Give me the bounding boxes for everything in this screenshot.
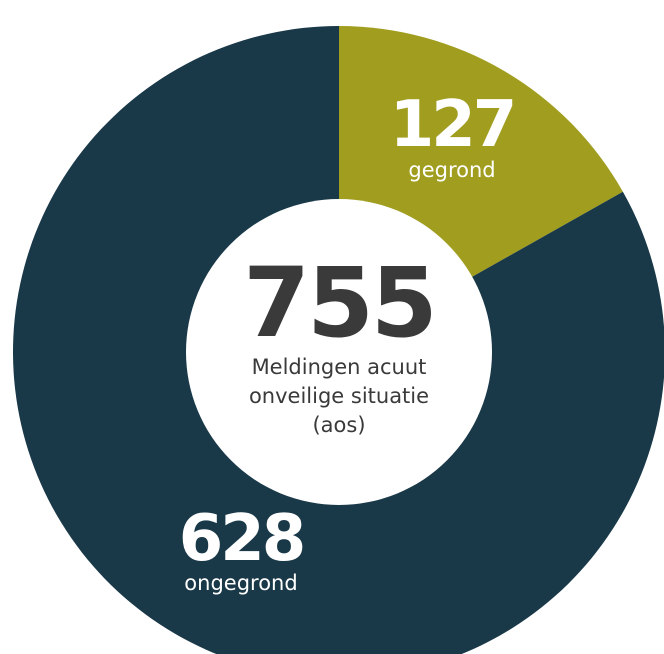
- donut-hole: [186, 199, 492, 505]
- center-label-line-1: Meldingen acuut: [252, 355, 427, 379]
- center-label-line-3: (aos): [312, 413, 365, 437]
- slice-label-gegrond: gegrond: [408, 158, 495, 182]
- slice-label-ongegrond: ongegrond: [184, 571, 297, 595]
- total-value: 755: [243, 247, 434, 359]
- slice-value-ongegrond: 628: [179, 502, 304, 576]
- center-label-line-2: onveilige situatie: [249, 384, 429, 408]
- slice-value-gegrond: 127: [390, 88, 515, 162]
